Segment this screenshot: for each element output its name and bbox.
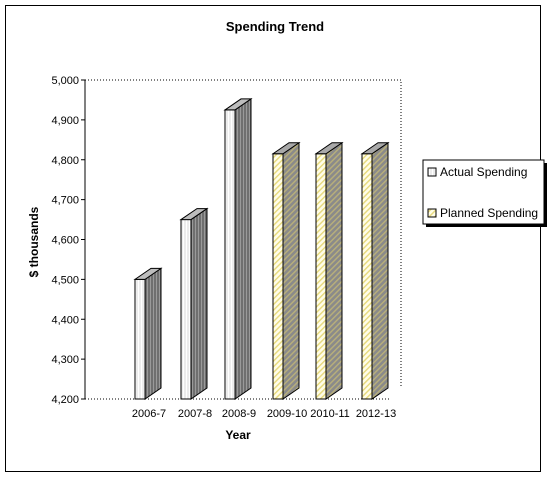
y-tick-label: 4,400 bbox=[51, 314, 79, 326]
bar-top-face bbox=[360, 142, 390, 155]
legend-swatch-actual bbox=[427, 167, 437, 177]
y-ticks: 4,200 4,300 4,400 4,500 4,600 4,700 4,800 4,900… bbox=[51, 75, 85, 406]
bar-side-face bbox=[282, 141, 300, 400]
x-axis-label: Year bbox=[225, 428, 251, 442]
x-tick-label: 2006-7 bbox=[132, 408, 166, 420]
bar-front-face bbox=[361, 153, 373, 400]
chart-title: Spending Trend bbox=[226, 19, 324, 34]
x-ticks: 2006-7 2007-8 2008-9 2009-10 2010-11 2012-13 bbox=[132, 408, 396, 420]
bar bbox=[271, 141, 301, 400]
bar bbox=[314, 141, 344, 400]
bar-top-face bbox=[314, 142, 344, 155]
x-tick-label: 2010-11 bbox=[310, 408, 350, 420]
bar-top-face bbox=[271, 142, 301, 155]
y-tick-label: 4,300 bbox=[51, 354, 79, 366]
bar bbox=[133, 267, 163, 400]
bar bbox=[179, 207, 209, 400]
bar-front-face bbox=[180, 219, 192, 400]
y-tick-label: 4,500 bbox=[51, 274, 79, 286]
bar-front-face bbox=[272, 153, 284, 400]
x-tick-label: 2012-13 bbox=[356, 408, 396, 420]
y-tick-label: 4,900 bbox=[51, 115, 79, 127]
y-tick-label: 4,700 bbox=[51, 195, 79, 207]
x-tick-label: 2009-10 bbox=[267, 408, 307, 420]
y-axis-label: $ thousands bbox=[27, 206, 41, 277]
bar-side-face bbox=[234, 97, 252, 400]
bar-side-face bbox=[371, 141, 389, 400]
legend: Actual Spending Planned Spending bbox=[422, 159, 547, 227]
bar-side-face bbox=[190, 207, 208, 400]
y-tick-label: 4,200 bbox=[51, 394, 79, 406]
legend-label-actual: Actual Spending bbox=[440, 165, 527, 179]
plot-back-wall bbox=[85, 79, 402, 388]
legend-label-planned: Planned Spending bbox=[440, 206, 538, 220]
bar bbox=[223, 97, 253, 400]
bars bbox=[133, 97, 390, 400]
y-tick-label: 4,600 bbox=[51, 235, 79, 247]
bar-top-face bbox=[223, 98, 253, 111]
legend-box bbox=[422, 159, 545, 225]
x-tick-label: 2007-8 bbox=[178, 408, 212, 420]
bar-side-face bbox=[144, 267, 162, 400]
bar-front-face bbox=[315, 153, 327, 400]
bar-side-face bbox=[325, 141, 343, 400]
bar-top-face bbox=[133, 267, 163, 280]
y-tick-label: 5,000 bbox=[51, 75, 79, 87]
y-tick-label: 4,800 bbox=[51, 155, 79, 167]
bar-front-face bbox=[134, 278, 146, 400]
bar-front-face bbox=[224, 109, 236, 400]
legend-swatch-planned bbox=[427, 208, 437, 218]
bar-top-face bbox=[179, 208, 209, 221]
x-tick-label: 2008-9 bbox=[222, 408, 256, 420]
bar bbox=[360, 141, 390, 400]
